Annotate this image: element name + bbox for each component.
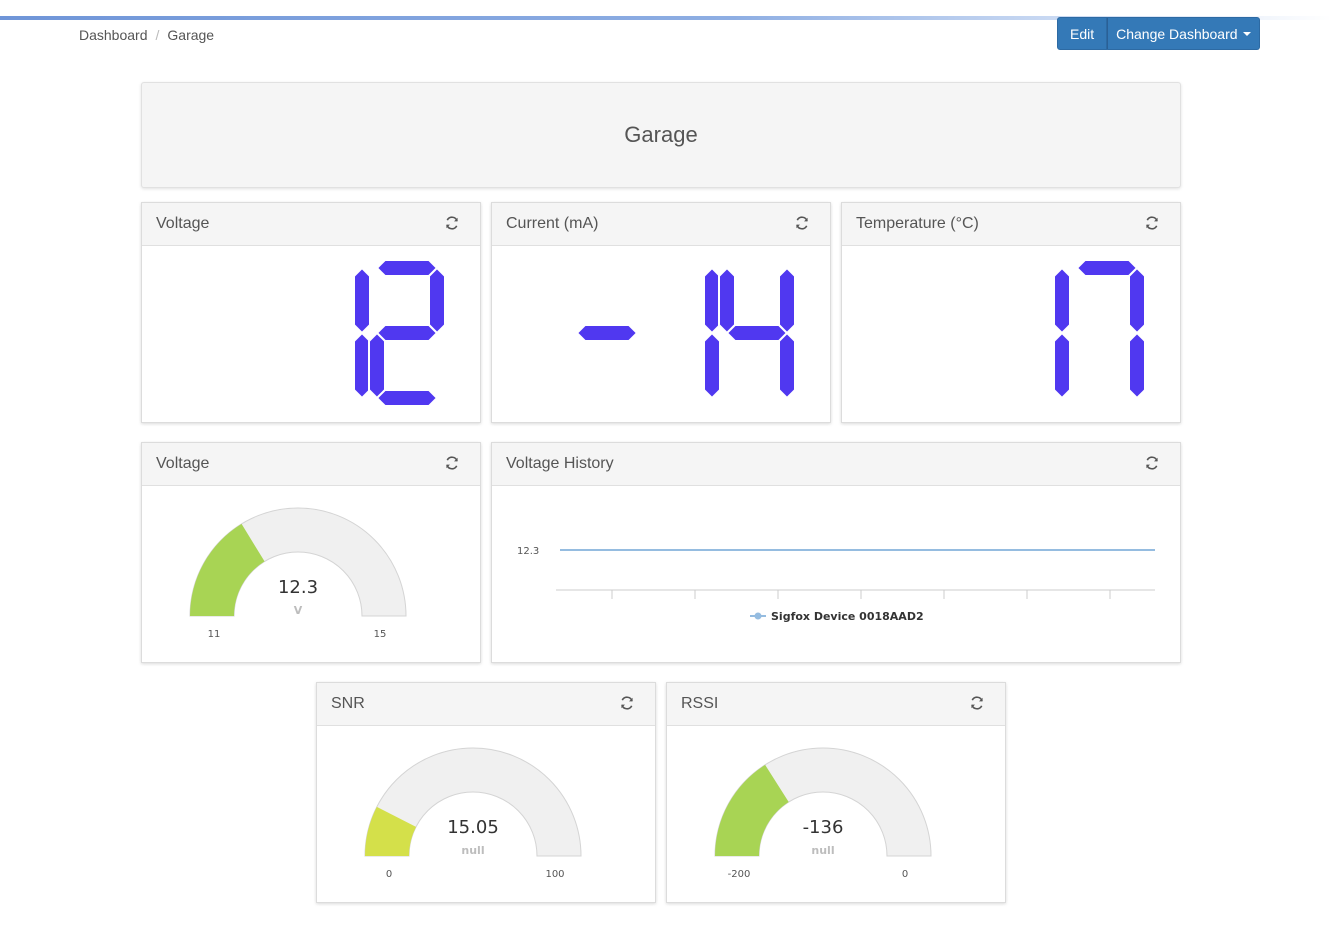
- dashboard-actions: Edit Change Dashboard: [1057, 17, 1260, 50]
- gauge-max-label: 0: [902, 869, 908, 880]
- panel-heading: Temperature (°C): [842, 203, 1180, 246]
- panel-body: [142, 246, 480, 422]
- breadcrumb-separator: /: [155, 27, 160, 43]
- breadcrumb: Dashboard / Garage: [79, 27, 214, 43]
- segment-b: [428, 266, 446, 335]
- dashboard-title-panel: Garage: [141, 82, 1181, 188]
- y-axis-tick-label: 12.3: [517, 546, 539, 557]
- segment-b: [1053, 266, 1071, 335]
- gauge-value-arc: [190, 523, 265, 616]
- seven-segment-display: [1053, 259, 1146, 400]
- panel-heading: Voltage: [142, 203, 480, 246]
- refresh-icon[interactable]: [444, 215, 460, 231]
- temperature-display-panel: Temperature (°C): [841, 202, 1181, 423]
- snr-gauge-panel: SNR 15.05 null 0 100: [316, 682, 656, 903]
- voltage-history-panel: Voltage History 12.3 Sigfox Device 0018A…: [491, 442, 1181, 663]
- panel-title: Voltage: [156, 455, 210, 472]
- segment-d: [375, 389, 439, 407]
- gauge-value: -136: [803, 817, 844, 838]
- gauge-min-label: -200: [728, 869, 751, 880]
- panel-body: 12.3 V 11 15: [142, 486, 480, 662]
- dashboard-title: Garage: [624, 122, 698, 147]
- gauge-min-label: 11: [208, 629, 221, 640]
- panel-title: Current (mA): [506, 215, 599, 232]
- gauge-value-arc: [365, 806, 417, 856]
- seven-segment-display: [575, 266, 796, 400]
- edit-button[interactable]: Edit: [1057, 17, 1108, 50]
- segment-digits: [353, 259, 446, 407]
- change-dashboard-label: Change Dashboard: [1116, 25, 1238, 42]
- segment-e: [368, 331, 386, 400]
- gauge-max-label: 100: [545, 869, 564, 880]
- segment-a: [375, 259, 439, 277]
- refresh-icon[interactable]: [969, 695, 985, 711]
- panel-title: RSSI: [681, 695, 719, 712]
- gauge-min-label: 0: [386, 869, 392, 880]
- line-chart: 12.3 Sigfox Device 0018AAD2: [517, 546, 1155, 623]
- gauge-value: 12.3: [278, 577, 318, 598]
- panel-title: Voltage History: [506, 455, 614, 472]
- gauge-value: 15.05: [447, 817, 499, 838]
- panel-title: Voltage: [156, 215, 210, 232]
- refresh-icon[interactable]: [444, 455, 460, 471]
- gauge: 12.3 V 11 15: [189, 507, 407, 640]
- segment-b: [353, 266, 371, 335]
- gauge-max-label: 15: [374, 629, 387, 640]
- gauge-unit: null: [811, 844, 834, 857]
- segment-c: [353, 331, 371, 400]
- refresh-icon[interactable]: [794, 215, 810, 231]
- seven-segment-display: [353, 259, 446, 407]
- panel-heading: RSSI: [667, 683, 1005, 726]
- segment-digits: [1053, 259, 1146, 400]
- current-display-panel: Current (mA): [491, 202, 831, 423]
- rssi-gauge-panel: RSSI -136 null -200 0: [666, 682, 1006, 903]
- refresh-icon[interactable]: [1144, 215, 1160, 231]
- gauge-unit: null: [461, 844, 484, 857]
- breadcrumb-current: Garage: [167, 27, 215, 43]
- segment-g: [725, 324, 789, 342]
- panel-heading: Voltage: [142, 443, 480, 486]
- gauge-track: [364, 747, 582, 857]
- gauge: 15.05 null 0 100: [364, 747, 582, 880]
- panel-body: [492, 246, 830, 422]
- panel-heading: Current (mA): [492, 203, 830, 246]
- segment-c: [778, 331, 796, 400]
- legend-marker-icon: [754, 612, 762, 620]
- panel-title: SNR: [331, 695, 365, 712]
- segment-a: [1075, 259, 1139, 277]
- segment-c: [1128, 331, 1146, 400]
- segment-b: [703, 266, 721, 335]
- gauge-unit: V: [294, 604, 303, 617]
- segment-c: [1053, 331, 1071, 400]
- panel-heading: Voltage History: [492, 443, 1180, 486]
- panel-body: -136 null -200 0: [667, 726, 1005, 902]
- gauge-value-arc: [715, 764, 789, 856]
- segment-f: [718, 266, 736, 335]
- segment-c: [703, 331, 721, 400]
- panel-body: 15.05 null 0 100: [317, 726, 655, 902]
- segment-digits: [575, 266, 796, 400]
- gauge: -136 null -200 0: [714, 747, 932, 880]
- caret-down-icon: [1242, 31, 1251, 36]
- segment-g: [375, 324, 439, 342]
- legend-series-name[interactable]: Sigfox Device 0018AAD2: [771, 610, 924, 623]
- voltage-display-panel: Voltage: [141, 202, 481, 423]
- panel-body: [842, 246, 1180, 422]
- refresh-icon[interactable]: [1144, 455, 1160, 471]
- top-accent-bar: [0, 16, 1332, 20]
- breadcrumb-home[interactable]: Dashboard: [79, 27, 148, 43]
- refresh-icon[interactable]: [619, 695, 635, 711]
- panel-body: 12.3 Sigfox Device 0018AAD2: [492, 486, 1180, 662]
- segment-g: [575, 324, 639, 342]
- voltage-gauge-panel: Voltage 12.3 V 11 15: [141, 442, 481, 663]
- panel-title: Temperature (°C): [856, 215, 979, 232]
- segment-b: [1128, 266, 1146, 335]
- segment-b: [778, 266, 796, 335]
- change-dashboard-button[interactable]: Change Dashboard: [1107, 17, 1260, 50]
- panel-heading: SNR: [317, 683, 655, 726]
